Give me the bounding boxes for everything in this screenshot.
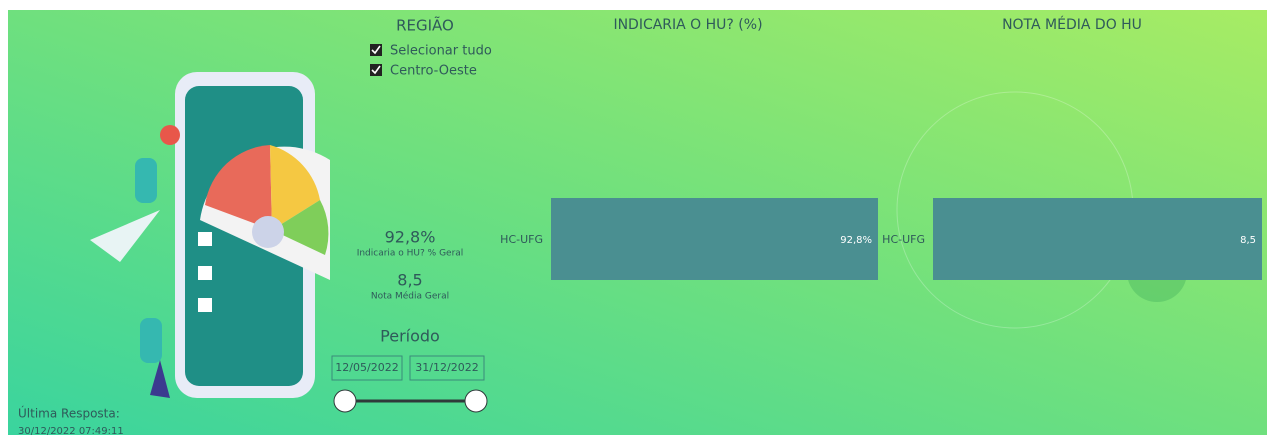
period-start[interactable]: 12/05/2022 — [335, 361, 398, 374]
value-label: 92,8% — [840, 235, 872, 246]
chart-title: INDICARIA O HU? (%) — [613, 17, 762, 33]
category-label: HC-UFG — [500, 233, 543, 246]
slider-handle[interactable] — [465, 390, 487, 412]
checkbox[interactable] — [370, 64, 382, 76]
period-title: Período — [380, 327, 440, 346]
value-label: 8,5 — [1240, 235, 1256, 246]
dashboard: REGIÃO Selecionar tudo Centro-Oeste 92,8… — [0, 0, 1267, 437]
chart-title: NOTA MÉDIA DO HU — [1002, 16, 1142, 33]
filter-option[interactable]: Centro-Oeste — [390, 64, 477, 79]
kpi-label: Nota Média Geral — [371, 291, 449, 302]
kpi-value: 8,5 — [397, 271, 422, 290]
bar — [551, 198, 878, 280]
checkbox[interactable] — [370, 44, 382, 56]
filter-option[interactable]: Selecionar tudo — [390, 44, 492, 59]
kpi-value: 92,8% — [385, 228, 436, 247]
filter-title: REGIÃO — [396, 16, 454, 35]
kpi-label: Indicaria o HU? % Geral — [357, 249, 464, 259]
category-label: HC-UFG — [882, 233, 925, 246]
period-end[interactable]: 31/12/2022 — [415, 361, 478, 374]
last-response-label: Última Resposta: — [18, 406, 120, 421]
slider-handle[interactable] — [334, 390, 356, 412]
bar — [933, 198, 1262, 280]
last-response-value: 30/12/2022 07:49:11 — [18, 426, 124, 437]
